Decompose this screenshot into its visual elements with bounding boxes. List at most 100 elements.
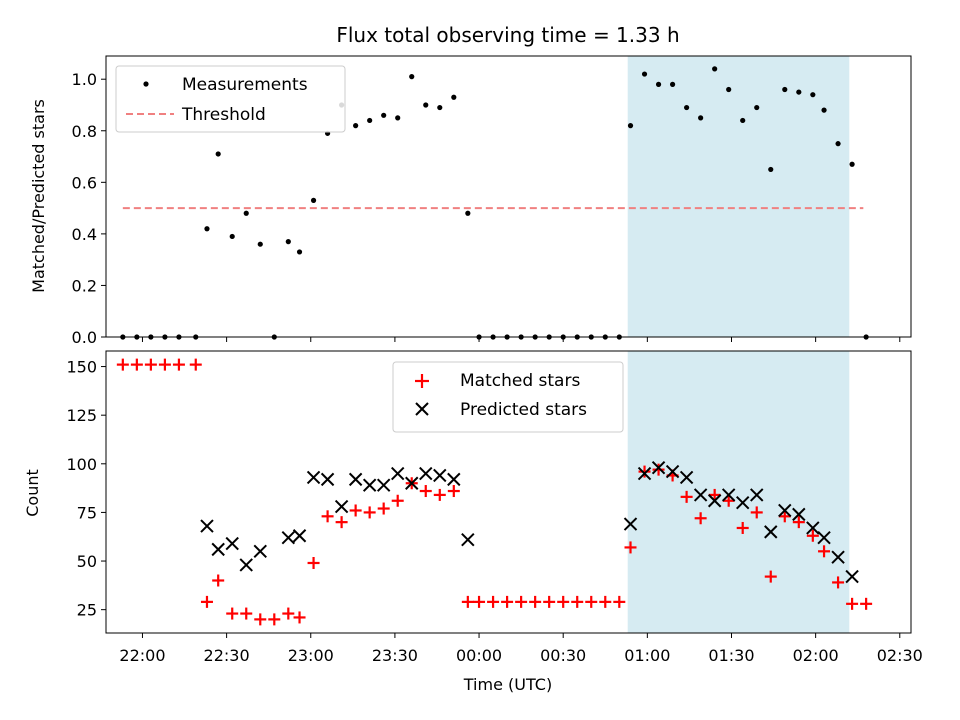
predicted-star-point [376,478,391,492]
matched-star-point [172,358,185,371]
predicted-star-point [679,470,694,485]
matched-star-point [335,516,348,529]
matched-star-point [778,510,791,523]
x-tick-label: 23:00 [288,646,334,665]
measurement-point [395,115,401,121]
predicted-star-point [320,472,335,487]
measurement-point [381,112,387,118]
ratio-panel: 0.0 0.2 0.4 0.6 0.8 1.0 Flux total observing … [29,23,912,347]
legend-box [115,65,346,133]
measurement-point [243,210,249,216]
matched-star-point [792,516,805,529]
matched-star-point [557,595,570,608]
predicted-star-point [334,499,349,514]
x-axis-label: Time (UTC) [463,675,552,694]
matched-star-point [282,607,295,620]
predicted-star-point [200,519,214,533]
y-tick-label: 0.0 [72,328,97,347]
matched-star-point [307,556,320,569]
x-tick-label: 02:30 [877,646,923,665]
matched-star-point [722,494,735,507]
predicted-star-point [750,488,764,502]
x-tick-label: 23:30 [372,646,418,665]
matched-star-point [818,545,831,558]
predicted-star-point [292,529,307,543]
matched-star-point [624,541,637,554]
x-tick-label: 02:00 [793,646,839,665]
matched-star-point [240,607,253,620]
matched-star-point [212,574,225,587]
matched-star-point [652,463,665,476]
matched-star-point [473,595,486,608]
y-tick-label: 50 [77,552,97,571]
predicted-star-point [693,488,708,502]
matched-star-point [293,611,306,624]
y-tick-label: 25 [77,601,97,620]
matched-star-point [613,595,626,608]
chart-title: Flux total observing time = 1.33 h [336,23,679,47]
predicted-star-point [792,507,806,522]
measurement-point [409,74,415,80]
predicted-star-point [225,536,239,551]
matched-star-point [116,358,129,371]
measurement-point [229,233,235,240]
measurement-point [437,104,443,111]
matched-star-point [680,490,693,503]
matched-star-point [226,607,239,620]
measurement-point [353,123,359,129]
matched-star-point [189,358,202,371]
matched-star-point [254,613,267,626]
measurement-point [310,197,317,203]
predicted-stars-points [200,460,859,584]
legend-label-predicted: Predicted stars [460,400,587,420]
predicted-star-point [651,460,666,475]
matched-star-point [419,485,432,498]
measurement-point [754,104,760,111]
x-tick-label: 22:30 [204,646,250,665]
measurement-point [451,94,457,100]
matched-star-point [571,595,584,608]
measurement-point [835,141,841,147]
x-tick-label: 00:30 [540,646,586,665]
matched-star-point [377,502,390,515]
matched-star-point [349,504,362,517]
x-tick-label: 00:00 [456,646,502,665]
matched-star-point [487,595,500,608]
matched-star-point [144,358,157,371]
matched-star-point [268,613,281,626]
x-tick-label: 22:00 [119,646,165,665]
matched-star-point [638,465,651,478]
matched-star-point [708,488,721,501]
predicted-star-point [433,468,447,483]
predicted-star-point [721,488,736,502]
x-tick-label: 01:00 [624,646,670,665]
measurement-point [698,115,704,121]
legend-label-threshold: Threshold [181,105,266,125]
axes-frame [105,350,912,634]
x-axis-ticks: 22:00 22:30 23:00 23:30 00:00 00:30 01:00 01:30… [119,633,923,665]
y-axis-ticks: 25 50 75 100 125 150 [66,358,106,620]
predicted-star-point [637,466,652,481]
matched-star-point [515,595,528,608]
x-tick-label: 01:30 [708,646,754,665]
matched-star-point [433,488,446,501]
matched-star-point [543,595,556,608]
measurement-point [821,107,827,113]
predicted-star-point [447,472,461,487]
measurement-point [796,89,802,95]
measurement-point [257,241,263,247]
predicted-star-point [253,544,267,559]
matched-star-point [599,595,612,608]
measurement-point [641,71,648,77]
predicted-star-point [348,472,363,487]
predicted-star-point [707,494,722,508]
legend-marker-matched [415,374,429,388]
observing-span [627,56,850,337]
matched-star-point [764,570,777,583]
measurement-point [712,66,718,72]
legend: Matched stars Predicted stars [392,361,624,433]
matched-star-point [806,529,819,542]
matched-star-point [391,494,404,507]
measurement-point [215,151,221,157]
